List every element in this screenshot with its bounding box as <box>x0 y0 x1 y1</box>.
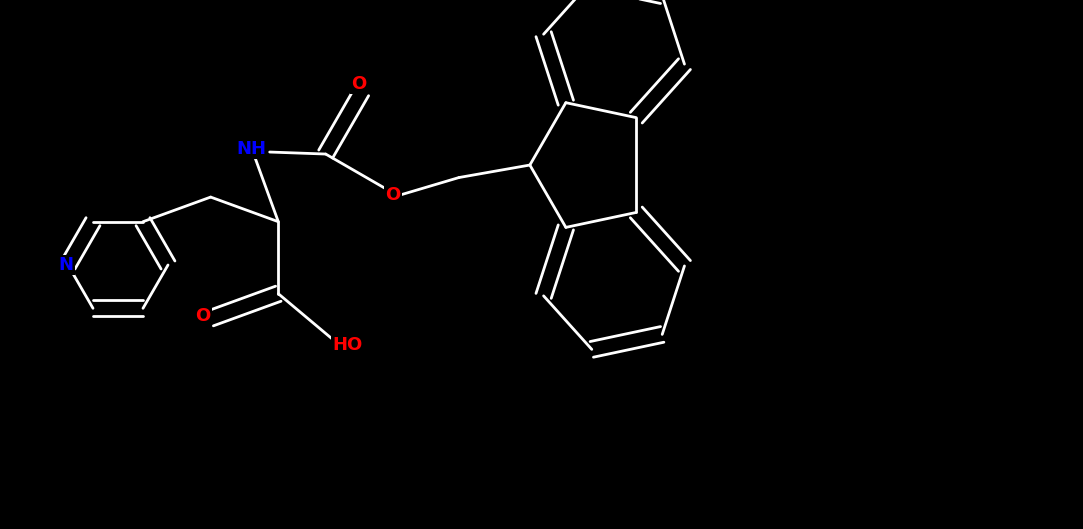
Text: O: O <box>195 307 210 325</box>
Text: O: O <box>351 75 366 93</box>
Text: NH: NH <box>237 140 266 158</box>
Text: N: N <box>58 256 74 274</box>
Text: HO: HO <box>332 336 363 354</box>
Text: O: O <box>386 186 401 204</box>
